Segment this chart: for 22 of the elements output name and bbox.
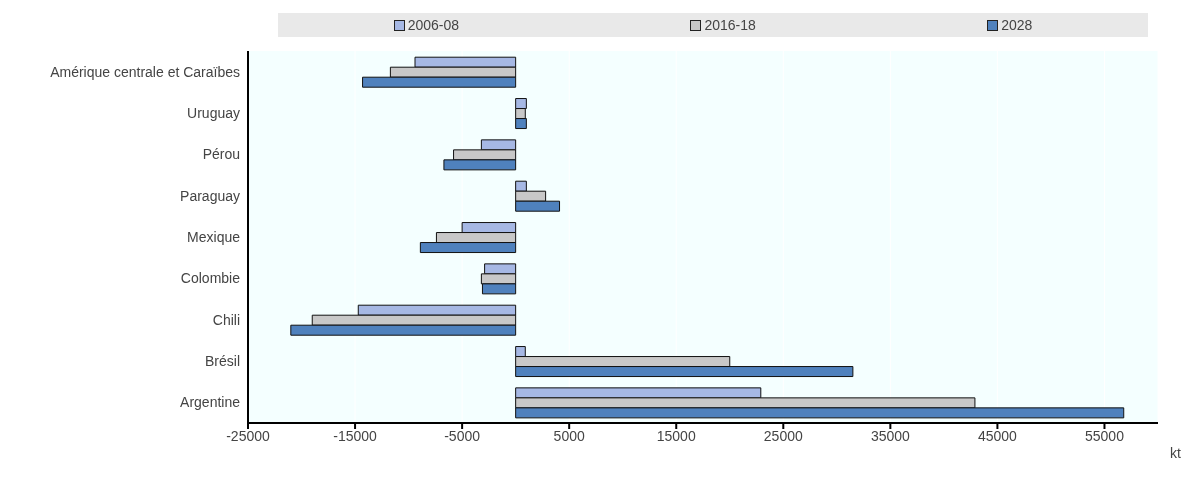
y-tick-label: Amérique centrale et Caraïbes	[50, 63, 240, 80]
y-tick-label: Pérou	[202, 146, 240, 163]
y-tick-label: Paraguay	[180, 187, 240, 204]
x-tick-label: -25000	[226, 427, 271, 444]
y-tick-label: Brésil	[204, 352, 240, 369]
y-tick-label: Argentine	[180, 394, 241, 411]
x-tick-label: 25000	[763, 427, 803, 444]
y-tick-label: Uruguay	[187, 104, 240, 121]
y-tick-label: Chili	[212, 311, 240, 328]
legend-label: 2028	[1000, 17, 1033, 33]
y-tick-label: Mexique	[187, 228, 241, 245]
x-tick-label: -5000	[444, 427, 481, 444]
x-axis-title: kt	[1170, 444, 1181, 461]
x-tick-label: 35000	[870, 427, 911, 444]
x-tick-label: 5000	[553, 427, 585, 444]
x-tick-label: -15000	[333, 427, 378, 444]
legend-label: 2006-08	[406, 17, 460, 33]
x-tick-label: 55000	[1085, 427, 1125, 444]
x-tick-label: 15000	[656, 427, 696, 444]
legend-label: 2016-18	[703, 17, 756, 33]
y-tick-label: Colombie	[180, 270, 241, 287]
x-tick-label: 45000	[977, 427, 1018, 444]
